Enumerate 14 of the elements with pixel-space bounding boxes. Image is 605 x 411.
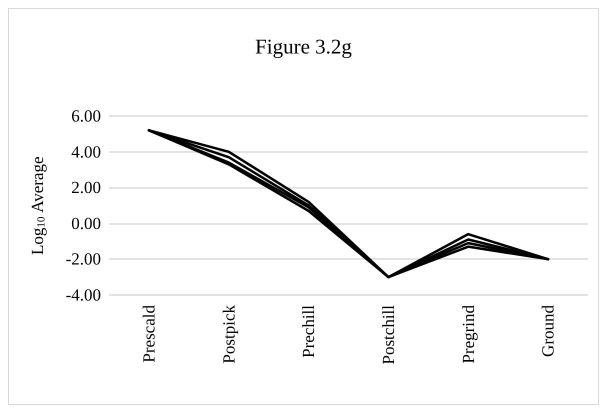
y-axis-title: Log10 Average xyxy=(28,156,48,255)
x-tick-label: Ground xyxy=(538,304,558,357)
x-tick-label: Prechill xyxy=(299,304,318,358)
x-tick-label: Postchill xyxy=(378,304,398,365)
y-tick-label: 6.00 xyxy=(71,106,101,126)
x-tick-label: Pregrind xyxy=(458,304,478,364)
x-tick-label: Prescald xyxy=(139,304,158,363)
y-tick-label: -4.00 xyxy=(66,286,101,304)
x-tick-label: Postpick xyxy=(219,304,238,364)
y-tick-label: 2.00 xyxy=(71,178,101,198)
y-tick-label: 4.00 xyxy=(71,142,101,162)
y-tick-label: -2.00 xyxy=(66,250,101,269)
y-tick-label: 0.00 xyxy=(71,214,101,233)
chart-title: Figure 3.2g xyxy=(255,34,352,58)
